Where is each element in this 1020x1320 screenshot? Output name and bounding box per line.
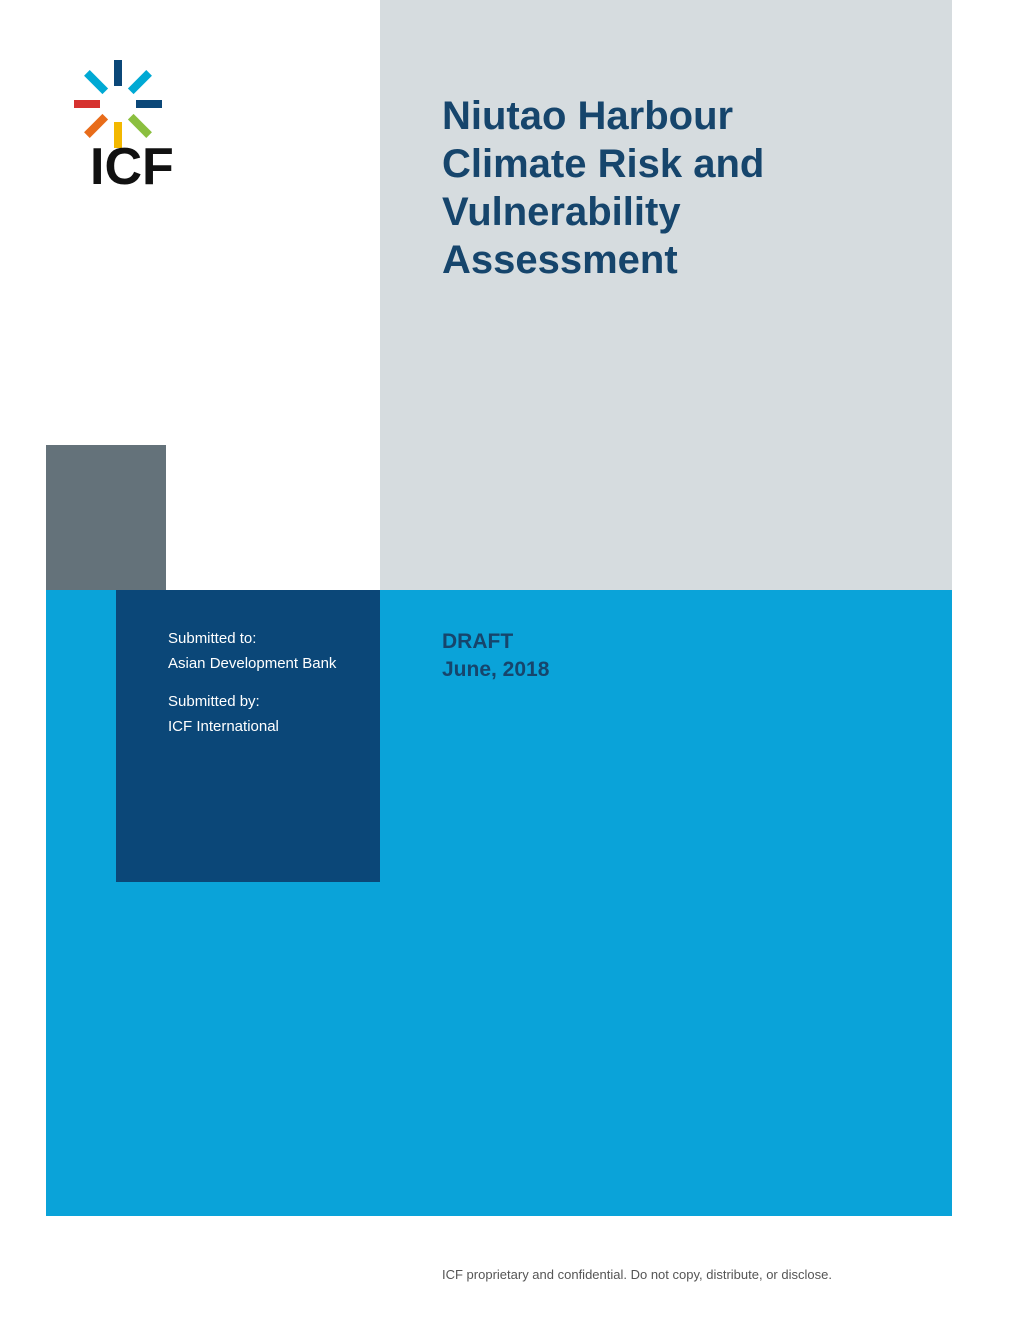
- submitted-by-label: Submitted by:: [168, 691, 336, 714]
- submitted-to-value: Asian Development Bank: [168, 653, 336, 676]
- draft-block: DRAFT June, 2018: [442, 628, 549, 685]
- document-title: Niutao Harbour Climate Risk and Vulnerab…: [442, 92, 882, 284]
- draft-status: DRAFT: [442, 628, 549, 656]
- submission-block: Submitted to: Asian Development Bank Sub…: [168, 628, 336, 754]
- icf-logo-svg: ICF: [74, 60, 244, 190]
- icf-logo: ICF: [74, 60, 244, 190]
- draft-date: June, 2018: [442, 656, 549, 684]
- slate-square: [46, 445, 166, 590]
- cover-page: ICF Niutao Harbour Climate Risk and Vuln…: [0, 0, 1020, 1320]
- submitted-by-value: ICF International: [168, 716, 336, 739]
- footer-text: ICF proprietary and confidential. Do not…: [442, 1267, 832, 1282]
- submitted-to-label: Submitted to:: [168, 628, 336, 651]
- logo-text: ICF: [90, 138, 174, 190]
- light-gray-panel: [380, 0, 952, 590]
